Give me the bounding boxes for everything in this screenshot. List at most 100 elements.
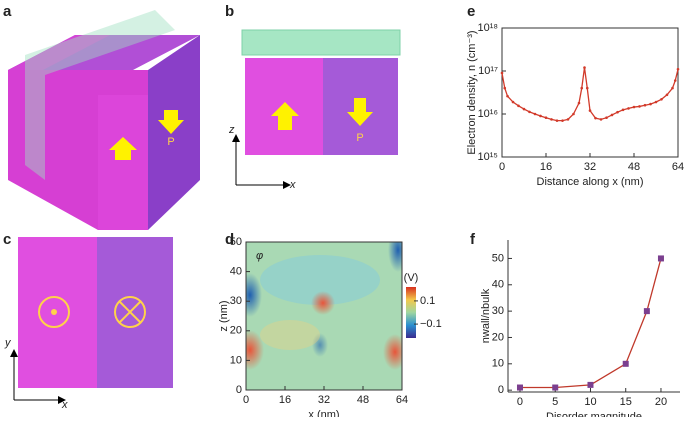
x-tick-label: 0 — [243, 394, 249, 406]
y-tick-label: 0 — [236, 384, 242, 396]
data-point — [643, 103, 647, 107]
data-point — [522, 107, 526, 111]
y-tick-label: 20 — [492, 331, 504, 343]
data-point — [621, 108, 625, 112]
y-tick-label: 10 — [492, 358, 504, 370]
y-tick-label: 40 — [230, 266, 242, 278]
data-point — [506, 94, 509, 98]
data-point — [616, 110, 619, 114]
y-axis-label: Electron density, n (cm⁻³) — [466, 30, 478, 154]
data-point — [503, 86, 507, 90]
x-tick-label: 10 — [584, 396, 596, 408]
data-point — [583, 66, 586, 69]
x-tick-label: 16 — [279, 394, 291, 406]
heatmap-image — [246, 242, 402, 390]
x-tick-label: 5 — [552, 396, 558, 408]
panel-label: a — [3, 3, 12, 20]
y-tick-label: 50 — [492, 252, 504, 264]
data-point — [539, 114, 542, 118]
x-axis-label: Disorder magnitude — [546, 411, 642, 417]
panel-label: d — [225, 231, 234, 248]
y-tick-label: 30 — [492, 305, 504, 317]
data-line — [501, 67, 679, 122]
data-point — [550, 118, 553, 121]
panel-c-image: y x — [4, 237, 173, 411]
data-point — [594, 116, 597, 120]
x-tick-label: 16 — [540, 161, 552, 173]
data-point — [500, 71, 504, 75]
data-point — [649, 102, 652, 106]
y-tick-label: 40 — [492, 279, 504, 291]
polarization-label: P — [356, 132, 363, 144]
x-tick-label: 32 — [584, 161, 596, 173]
y-tick-label: 10 — [230, 354, 242, 366]
y-tick-label: 0 — [498, 384, 504, 396]
y-tick-label: 30 — [230, 295, 242, 307]
data-point — [544, 116, 548, 120]
y-axis-label: z (nm) — [218, 300, 230, 331]
data-point — [572, 112, 575, 116]
data-point — [588, 109, 592, 112]
data-point — [566, 118, 570, 121]
x-axis-label: Distance along x (nm) — [537, 176, 644, 188]
data-point — [676, 67, 680, 71]
axis-label: z — [228, 124, 235, 136]
axis-label: x — [61, 399, 68, 411]
polarization-label: P — [167, 136, 174, 148]
data-point — [673, 79, 677, 82]
x-tick-label: 48 — [357, 394, 369, 406]
data-point — [555, 119, 559, 122]
y-tick-label: 10¹⁸ — [477, 22, 498, 34]
panel-a-image: P — [8, 10, 200, 230]
y-tick-label: 10¹⁶ — [478, 108, 498, 120]
panel-label: b — [225, 3, 234, 20]
panel-b-image: P z x — [228, 29, 401, 191]
data-point — [638, 105, 641, 108]
axis-label: x — [289, 179, 296, 191]
data-point — [632, 105, 636, 109]
x-tick-label: 15 — [620, 396, 632, 408]
panel-label: e — [467, 3, 475, 20]
data-point — [511, 100, 515, 104]
x-tick-label: 20 — [655, 396, 667, 408]
data-point — [577, 101, 581, 105]
data-point — [517, 104, 520, 108]
annotation: φ — [256, 250, 263, 262]
data-point — [605, 116, 608, 120]
data-point — [516, 384, 523, 391]
data-point — [665, 93, 669, 97]
y-tick-label: 10¹⁷ — [478, 65, 498, 77]
x-tick-label: 48 — [628, 161, 640, 173]
data-point — [552, 384, 559, 391]
y-tick-label: 20 — [230, 325, 242, 337]
axes-frame — [501, 27, 679, 158]
colorbar-label: (V) — [404, 272, 419, 284]
data-point — [654, 100, 658, 104]
panel-label: c — [3, 231, 11, 248]
data-line — [519, 258, 662, 389]
y-axis-label: nwall/nbulk — [480, 288, 492, 343]
panel-label: f — [470, 231, 476, 248]
x-tick-label: 32 — [318, 394, 330, 406]
data-point — [643, 308, 650, 315]
data-point — [657, 255, 664, 262]
data-point — [533, 112, 537, 116]
data-point — [660, 97, 663, 101]
x-tick-label: 64 — [396, 394, 408, 406]
colorbar — [406, 287, 416, 338]
data-point — [587, 381, 594, 388]
x-tick-label: 0 — [517, 396, 523, 408]
x-tick-label: 64 — [672, 161, 684, 173]
y-tick-label: 50 — [230, 236, 242, 248]
data-point — [671, 86, 674, 90]
data-point — [561, 119, 564, 122]
axis-label: y — [4, 337, 12, 349]
data-point — [599, 118, 603, 121]
data-point — [585, 86, 589, 90]
y-tick-label: 10¹⁵ — [478, 151, 498, 163]
data-point — [610, 113, 614, 117]
x-axis-label: x (nm) — [308, 409, 339, 417]
colorbar-tick-label: −0.1 — [420, 318, 442, 330]
x-tick-label: 0 — [499, 161, 505, 173]
